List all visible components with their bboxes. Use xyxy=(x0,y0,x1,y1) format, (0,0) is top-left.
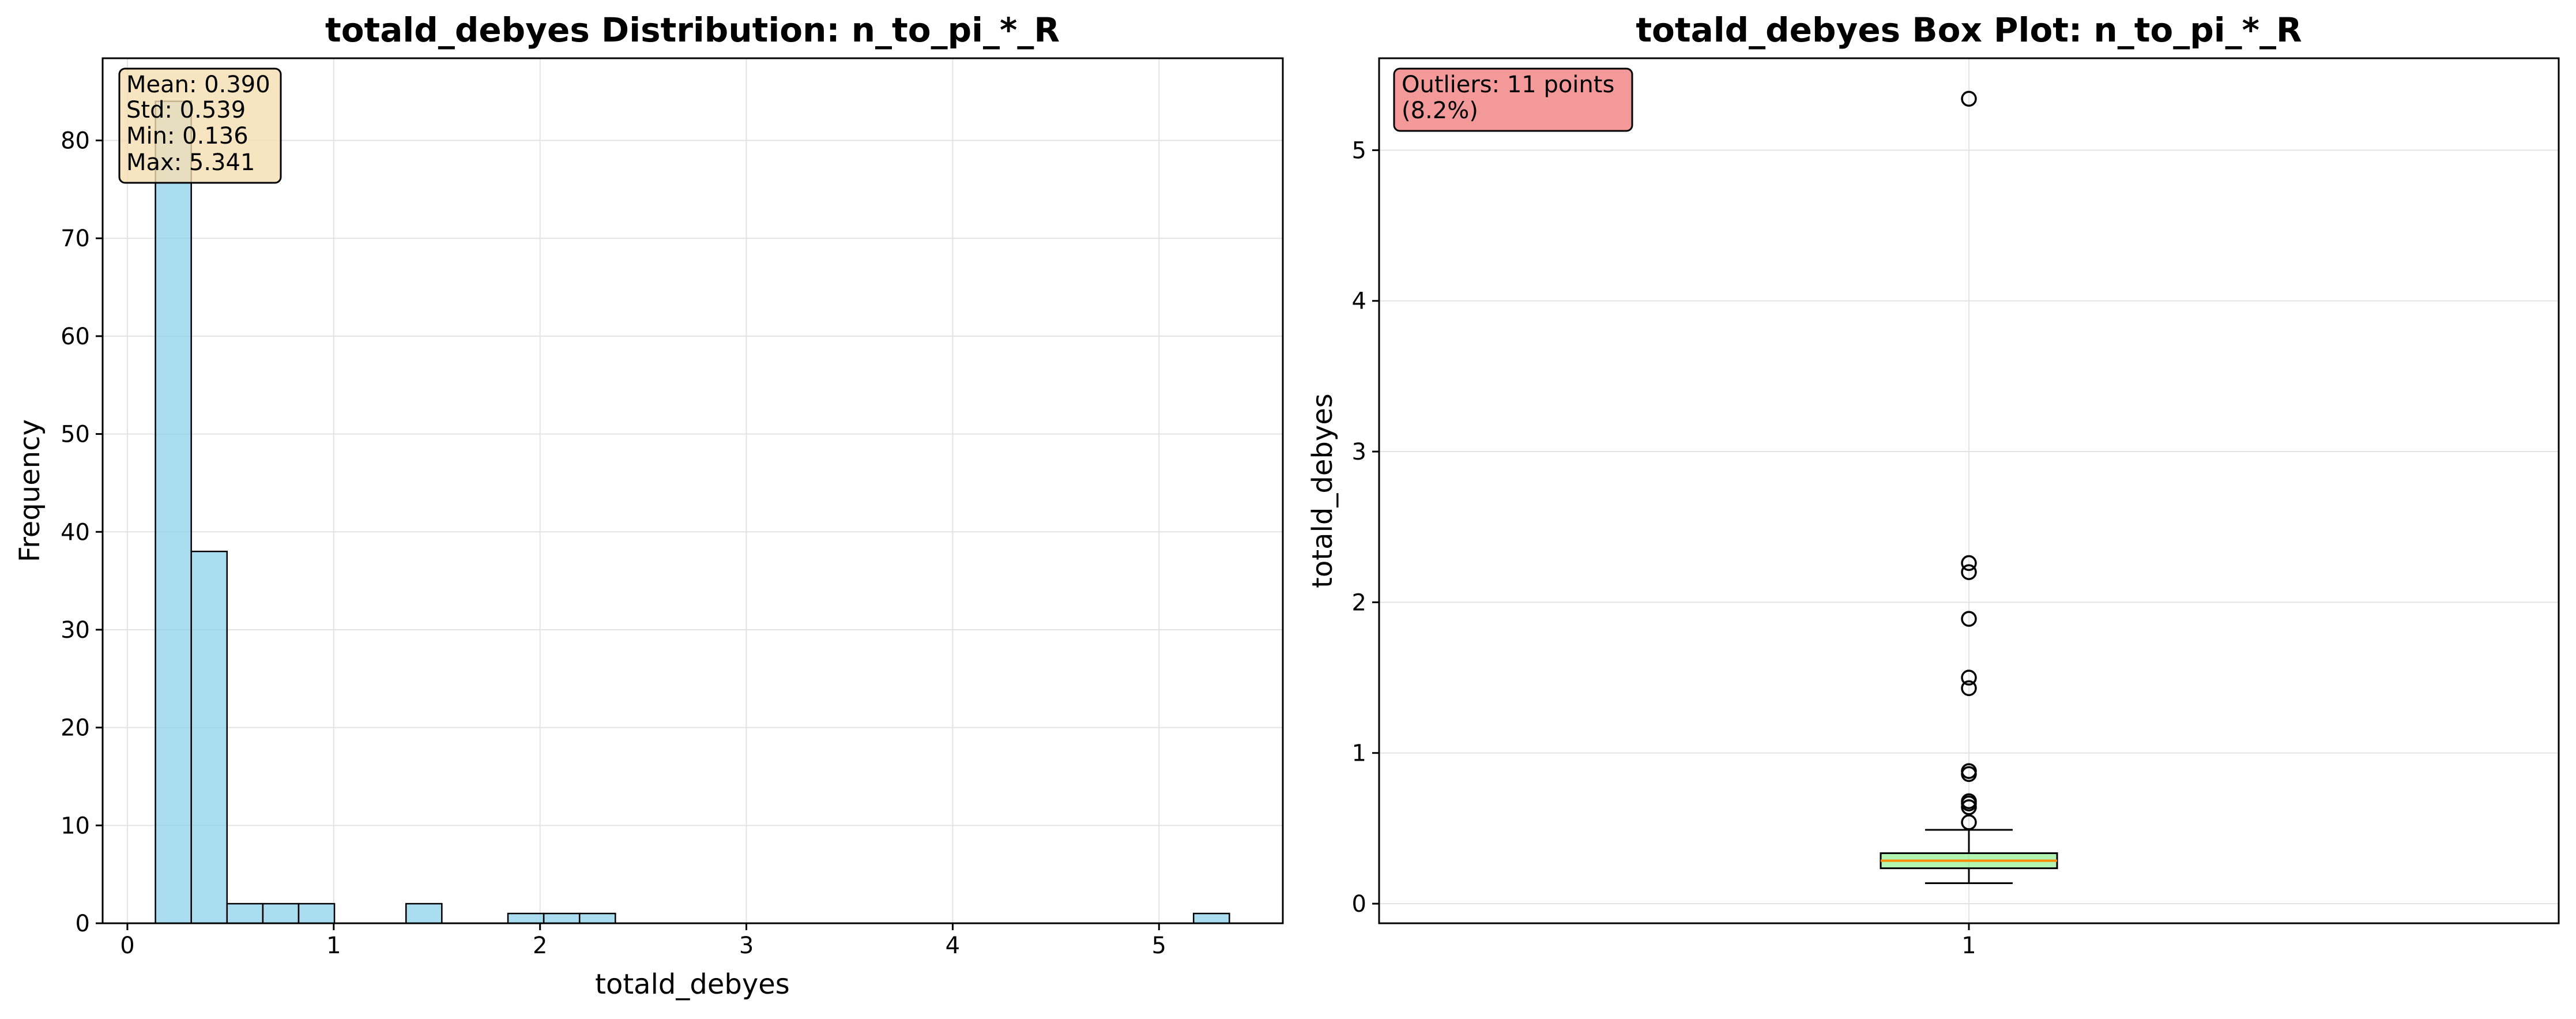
boxplot-grid xyxy=(1379,58,2559,923)
boxplot-panel: totald_debyes Box Plot: n_to_pi_*_R 0 1 2 3… xyxy=(1306,10,2560,959)
stats-std: Std: 0.539 xyxy=(126,97,246,123)
boxplot-outlier-point xyxy=(1961,91,1977,107)
histogram-y-tick-label: 70 xyxy=(61,225,90,252)
histogram-bar xyxy=(578,912,616,924)
histogram-y-tick-label: 30 xyxy=(61,617,90,644)
boxplot-y-tick-label: 5 xyxy=(1352,137,1366,164)
histogram-bar xyxy=(262,903,300,924)
outlier-note-background xyxy=(1393,67,1633,132)
histogram-bar xyxy=(543,912,581,924)
boxplot-marks xyxy=(1880,91,2058,884)
histogram-y-tick-label: 0 xyxy=(76,911,90,937)
boxplot-outlier-point xyxy=(1961,670,1977,686)
histogram-panel: totald_debyes Distribution: n_to_pi_*_R … xyxy=(14,10,1284,1001)
histogram-bar xyxy=(1192,912,1230,924)
stats-box-background xyxy=(118,67,282,184)
boxplot-y-tick-label: 1 xyxy=(1352,740,1366,767)
outlier-note: Outliers: 11 points (8.2%) xyxy=(1393,67,1633,132)
stats-mean: Mean: 0.390 xyxy=(126,72,270,98)
boxplot-ticks: 0 1 2 3 4 5 1 xyxy=(1352,137,1976,959)
histogram-y-axis-label: Frequency xyxy=(14,419,46,562)
histogram-bar xyxy=(507,912,545,924)
boxplot-outlier-point xyxy=(1961,611,1977,627)
histogram-grid xyxy=(103,58,1283,924)
boxplot-outlier-point xyxy=(1961,793,1977,810)
boxplot-y-axis-label: totald_debyes xyxy=(1306,393,1339,588)
histogram-y-tick-label: 80 xyxy=(61,128,90,155)
outlier-note-count: Outliers: 11 points xyxy=(1402,72,1614,98)
boxplot-outlier-point xyxy=(1961,814,1977,830)
boxplot-y-tick-label: 3 xyxy=(1352,439,1366,465)
histogram-bar xyxy=(190,550,228,924)
outlier-note-percent: (8.2%) xyxy=(1402,97,1478,124)
histogram-y-tick-label: 20 xyxy=(61,715,90,742)
boxplot-y-tick-label: 4 xyxy=(1352,288,1366,315)
histogram-x-tick-label: 3 xyxy=(739,932,754,959)
boxplot-title: totald_debyes Box Plot: n_to_pi_*_R xyxy=(1636,10,2302,50)
histogram-x-axis-label: totald_debyes xyxy=(595,968,790,1001)
boxplot-outlier-point xyxy=(1961,763,1977,779)
boxplot-y-tick-label: 2 xyxy=(1352,589,1366,616)
stats-box: Mean: 0.390 Std: 0.539 Min: 0.136 Max: 5… xyxy=(118,67,282,184)
histogram-y-tick-label: 10 xyxy=(61,813,90,839)
stats-max: Max: 5.341 xyxy=(126,149,255,176)
histogram-y-tick-label: 50 xyxy=(61,422,90,448)
histogram-x-tick-label: 4 xyxy=(946,932,960,959)
histogram-x-tick-label: 1 xyxy=(326,932,341,959)
histogram-bar xyxy=(297,903,336,924)
boxplot-x-tick-label: 1 xyxy=(1961,932,1976,959)
boxplot-y-tick-label: 0 xyxy=(1352,891,1366,918)
histogram-y-tick-label: 40 xyxy=(61,519,90,546)
boxplot-outlier-point xyxy=(1961,555,1977,571)
histogram-x-tick-label: 5 xyxy=(1152,932,1166,959)
histogram-bar xyxy=(405,903,443,924)
histogram-bar xyxy=(155,100,192,924)
histogram-x-tick-label: 0 xyxy=(120,932,134,959)
histogram-y-tick-label: 60 xyxy=(61,324,90,350)
stats-min: Min: 0.136 xyxy=(126,123,248,149)
histogram-plot-frame xyxy=(101,57,1284,924)
boxplot-outlier-point xyxy=(1961,564,1977,580)
histogram-x-tick-label: 2 xyxy=(533,932,547,959)
histogram-bar xyxy=(226,903,264,924)
histogram-title: totald_debyes Distribution: n_to_pi_*_R xyxy=(325,10,1060,50)
boxplot-outlier-point xyxy=(1961,680,1977,697)
